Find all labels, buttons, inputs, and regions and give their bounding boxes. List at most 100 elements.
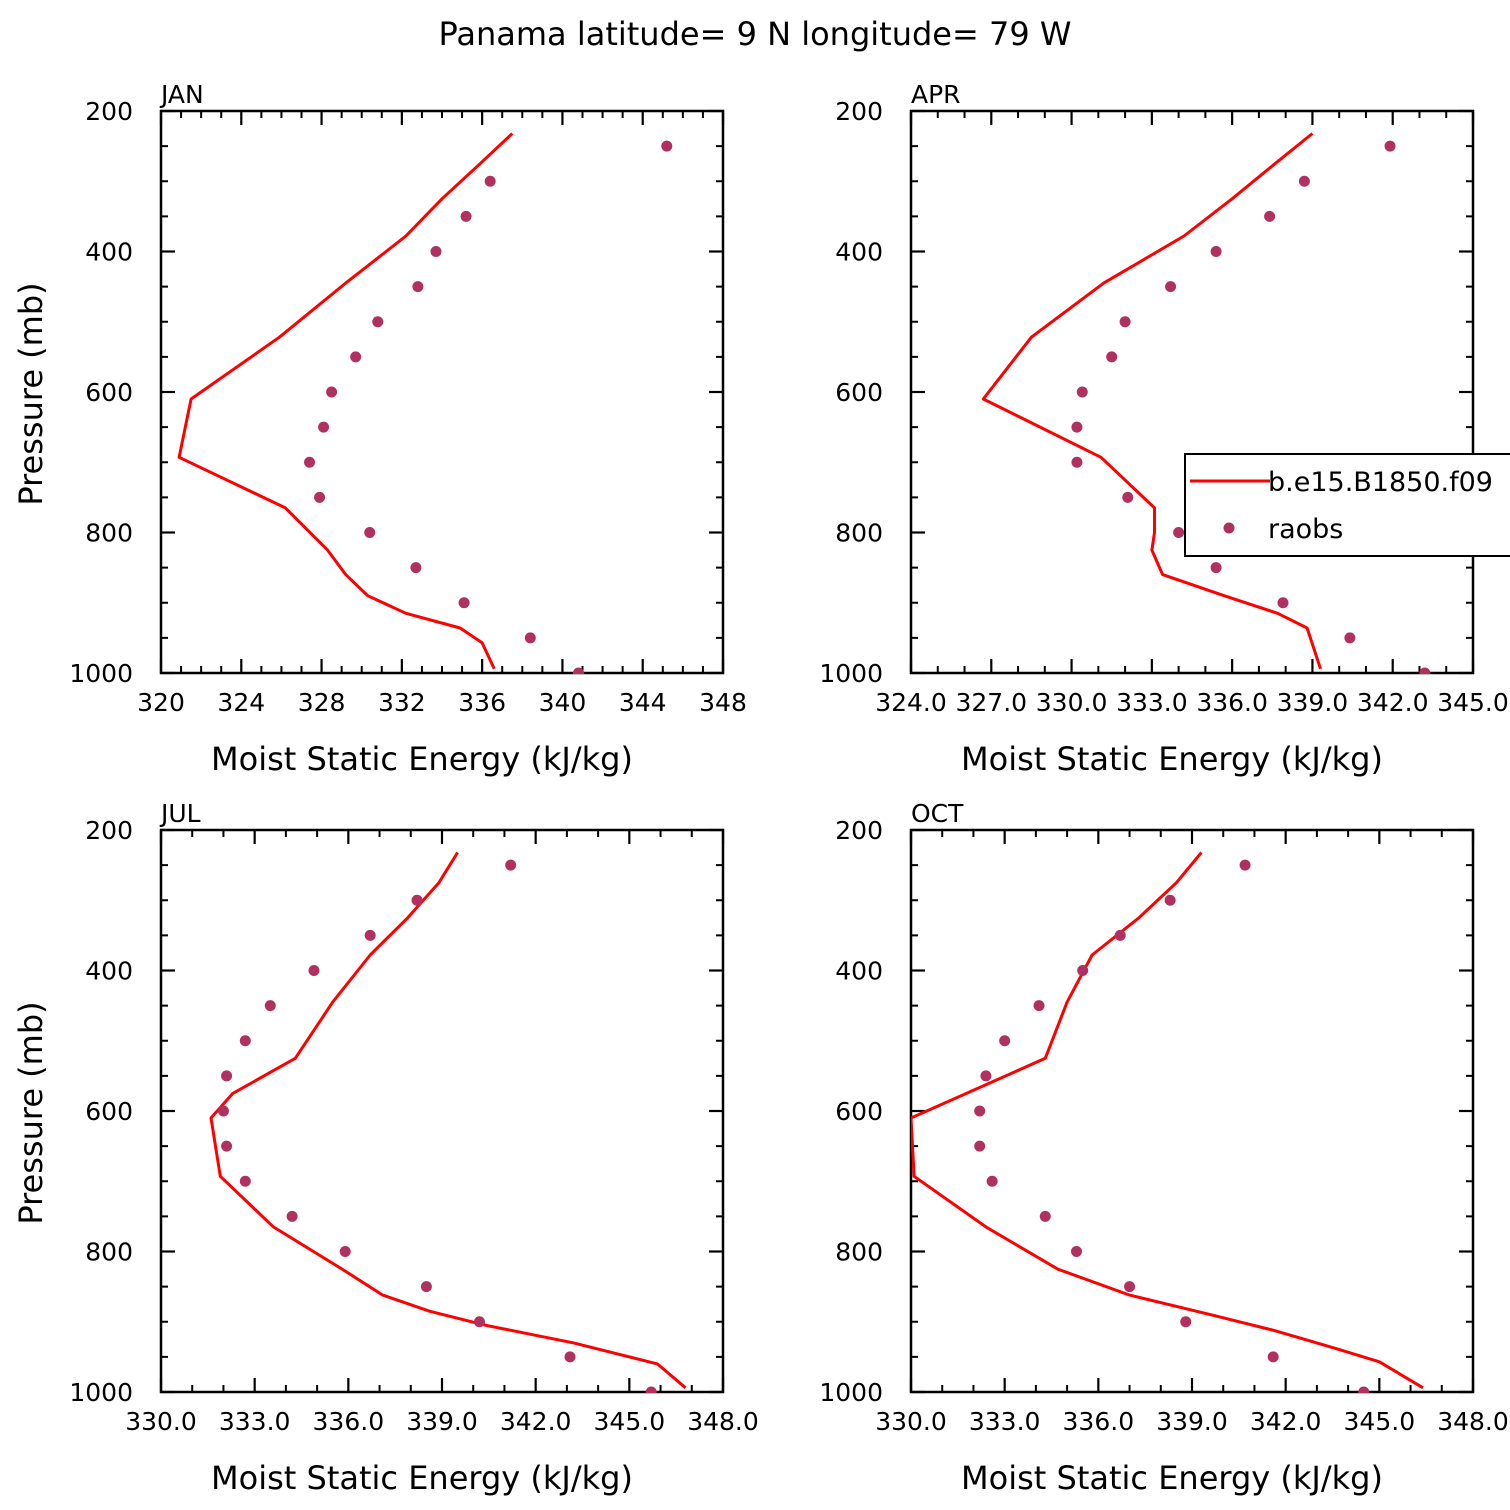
y-tick-label: 200 xyxy=(85,816,133,845)
x-tick-label: 345.0 xyxy=(1437,688,1509,717)
raobs-point xyxy=(264,1000,276,1012)
x-tick-label: 339.0 xyxy=(1156,1407,1228,1436)
raobs-point xyxy=(1384,140,1396,152)
raobs-point xyxy=(1419,667,1431,674)
plot-frame xyxy=(159,828,725,1394)
x-tick-label: 333.0 xyxy=(969,1407,1041,1436)
x-tick-label: 342.0 xyxy=(1357,688,1429,717)
raobs-point xyxy=(364,527,376,538)
raobs-point xyxy=(411,894,423,906)
legend: b.e15.B1850.f09 raobs xyxy=(1184,453,1510,557)
x-axis-label: Moist Static Energy (kJ/kg) xyxy=(961,1459,1383,1497)
panel-label: APR xyxy=(911,80,961,109)
plot-frame xyxy=(909,109,1475,675)
x-axis-label: Moist Static Energy (kJ/kg) xyxy=(211,740,633,778)
raobs-point xyxy=(1122,491,1134,503)
x-tick-label: 348.0 xyxy=(687,1407,759,1436)
legend-entry-raobs: raobs xyxy=(1268,514,1343,545)
y-tick-label: 1000 xyxy=(69,1378,133,1407)
raobs-point xyxy=(974,1105,986,1117)
y-tick-label: 600 xyxy=(835,378,883,407)
y-tick-label: 1000 xyxy=(819,1378,883,1407)
raobs-point xyxy=(1277,597,1289,609)
raobs-point xyxy=(473,1316,485,1328)
raobs-point xyxy=(1114,929,1126,941)
raobs-point xyxy=(221,1070,233,1082)
y-tick-label: 1000 xyxy=(69,659,133,688)
x-tick-label: 348.0 xyxy=(1437,1407,1509,1436)
raobs-point xyxy=(1071,456,1083,468)
y-tick-label: 800 xyxy=(85,519,133,548)
figure-title: Panama latitude= 9 N longitude= 79 W xyxy=(439,15,1072,53)
raobs-point xyxy=(484,175,496,187)
y-tick-label: 200 xyxy=(835,816,883,845)
raobs-point xyxy=(460,210,472,222)
raobs-point xyxy=(318,421,330,433)
plot-content xyxy=(209,851,687,1393)
y-tick-label: 200 xyxy=(835,97,883,126)
raobs-point xyxy=(1076,386,1088,398)
raobs-point xyxy=(1077,965,1089,976)
y-tick-label: 400 xyxy=(835,957,883,986)
panel-apr: APR 324.0 327.0 330.0 333.0 336.0 339.0 342.0 34… xyxy=(819,80,1510,778)
raobs-point xyxy=(1071,421,1083,433)
legend-box xyxy=(1184,453,1510,557)
raobs-point xyxy=(410,562,422,574)
model-profile-line xyxy=(981,132,1322,670)
raobs-point xyxy=(524,632,536,644)
raobs-point xyxy=(1180,1316,1192,1328)
raobs-point xyxy=(1119,316,1131,328)
plot-content xyxy=(177,132,673,674)
x-tick-label: 327.0 xyxy=(955,688,1027,717)
panel-label: JAN xyxy=(159,80,204,109)
raobs-point xyxy=(1039,1210,1051,1222)
raobs-point xyxy=(1106,351,1118,363)
raobs-point xyxy=(1239,859,1251,871)
x-tick-label: 324 xyxy=(217,688,265,717)
raobs-point xyxy=(1070,1246,1082,1257)
raobs-point xyxy=(1165,281,1177,293)
model-profile-line xyxy=(209,851,687,1389)
legend-dot-swatch xyxy=(1223,522,1235,534)
y-tick-label: 800 xyxy=(835,519,883,548)
raobs-point xyxy=(974,1140,986,1152)
raobs-point xyxy=(326,386,338,398)
x-tick-label: 345.0 xyxy=(1344,1407,1416,1436)
raobs-point xyxy=(505,859,517,871)
y-tick-label: 1000 xyxy=(819,659,883,688)
x-tick-label: 339.0 xyxy=(1277,688,1349,717)
raobs-point xyxy=(661,140,673,152)
plot-content xyxy=(981,132,1431,674)
raobs-point xyxy=(986,1175,998,1187)
x-tick-label: 332 xyxy=(378,688,426,717)
x-axis-label: Moist Static Energy (kJ/kg) xyxy=(961,740,1383,778)
y-tick-label: 600 xyxy=(835,1097,883,1126)
x-tick-label: 342.0 xyxy=(500,1407,572,1436)
raobs-point xyxy=(564,1351,576,1363)
raobs-point xyxy=(1344,632,1356,644)
raobs-point xyxy=(412,281,424,293)
raobs-point xyxy=(1173,527,1185,538)
y-tick-label: 600 xyxy=(85,378,133,407)
y-tick-label: 600 xyxy=(85,1097,133,1126)
y-tick-label: 200 xyxy=(85,97,133,126)
raobs-point xyxy=(308,965,320,976)
y-tick-label: 800 xyxy=(835,1238,883,1267)
raobs-point xyxy=(286,1210,298,1222)
raobs-point xyxy=(1358,1386,1370,1393)
raobs-point xyxy=(350,351,362,363)
y-axis-label: Pressure (mb) xyxy=(12,1001,50,1224)
panel-oct: OCT 330.0 333.0 336.0 339.0 342.0 345.0 348.0 20… xyxy=(819,799,1508,1497)
x-tick-label: 340 xyxy=(539,688,587,717)
raobs-point xyxy=(364,929,376,941)
x-tick-label: 330.0 xyxy=(875,1407,947,1436)
x-tick-label: 336 xyxy=(458,688,506,717)
raobs-point xyxy=(304,456,316,468)
panel-label: OCT xyxy=(911,799,964,828)
plot-frame xyxy=(159,109,725,675)
panels-group: JAN 320 324 328 332 336 340 344 348 200 400 600 800 1… xyxy=(12,80,1510,1497)
x-tick-label: 333.0 xyxy=(1116,688,1188,717)
x-tick-label: 336.0 xyxy=(1196,688,1268,717)
raobs-point xyxy=(420,1281,432,1293)
